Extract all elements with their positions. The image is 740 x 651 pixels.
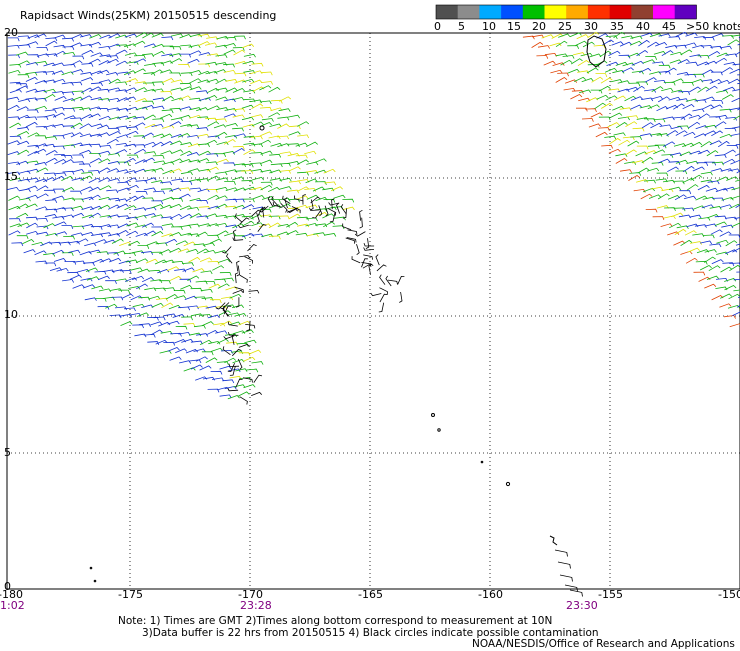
svg-text:20: 20 xyxy=(532,20,546,33)
svg-text:35: 35 xyxy=(610,20,624,33)
svg-text:40: 40 xyxy=(636,20,650,33)
legend-swatch xyxy=(436,5,458,19)
plot-frame xyxy=(6,32,740,590)
svg-text:45: 45 xyxy=(662,20,676,33)
y-axis-labels: 20 15 10 5 0 xyxy=(4,26,18,593)
note-line-1: Note: 1) Times are GMT 2)Times along bot… xyxy=(118,615,553,627)
wind-swath-east xyxy=(522,31,740,328)
svg-text:20: 20 xyxy=(4,26,18,39)
svg-text:15: 15 xyxy=(4,170,18,183)
svg-text:25: 25 xyxy=(558,20,572,33)
svg-text:-180: -180 xyxy=(0,588,23,601)
legend-swatch xyxy=(609,5,632,19)
svg-text:23:28: 23:28 xyxy=(240,599,272,612)
legend-swatch xyxy=(544,5,567,19)
svg-text:-170: -170 xyxy=(238,588,263,601)
map-title: Rapidsact Winds(25KM) 20150515 descendin… xyxy=(20,9,277,22)
legend-swatch xyxy=(653,5,675,19)
svg-text:23:30: 23:30 xyxy=(566,599,598,612)
svg-text:1:02: 1:02 xyxy=(0,599,25,612)
legend-swatch xyxy=(501,5,524,19)
svg-text:-175: -175 xyxy=(118,588,143,601)
svg-text:>50 knots: >50 knots xyxy=(686,20,740,33)
svg-text:0: 0 xyxy=(4,580,11,593)
legend-swatch xyxy=(587,5,610,19)
x-axis-labels: -180 -175 -170 -165 -160 -155 -150 xyxy=(0,588,740,601)
svg-text:-155: -155 xyxy=(598,588,623,601)
svg-text:5: 5 xyxy=(458,20,465,33)
svg-text:30: 30 xyxy=(584,20,598,33)
credit-line: NOAA/NESDIS/Office of Research and Appli… xyxy=(472,638,735,650)
legend-swatch xyxy=(457,5,480,19)
svg-text:-160: -160 xyxy=(478,588,503,601)
legend-swatch xyxy=(674,5,697,19)
wind-swath-west xyxy=(6,32,355,400)
svg-text:0: 0 xyxy=(434,20,441,33)
svg-text:-165: -165 xyxy=(358,588,383,601)
note-line-2: 3)Data buffer is 22 hrs from 20150515 4)… xyxy=(142,627,599,639)
legend-swatch xyxy=(479,5,502,19)
contamination-barbs xyxy=(215,194,583,597)
svg-text:10: 10 xyxy=(482,20,496,33)
time-labels: 1:02 23:28 23:30 xyxy=(0,599,598,612)
svg-text:15: 15 xyxy=(507,20,521,33)
legend-swatch xyxy=(631,5,654,19)
svg-text:10: 10 xyxy=(4,308,18,321)
speed-legend: 0 5 10 15 20 25 30 35 40 45 >50 knots xyxy=(434,4,740,33)
legend-swatch xyxy=(566,5,589,19)
legend-swatch xyxy=(522,5,545,19)
svg-text:-150: -150 xyxy=(718,588,740,601)
svg-text:5: 5 xyxy=(4,446,11,459)
islands xyxy=(89,35,607,583)
